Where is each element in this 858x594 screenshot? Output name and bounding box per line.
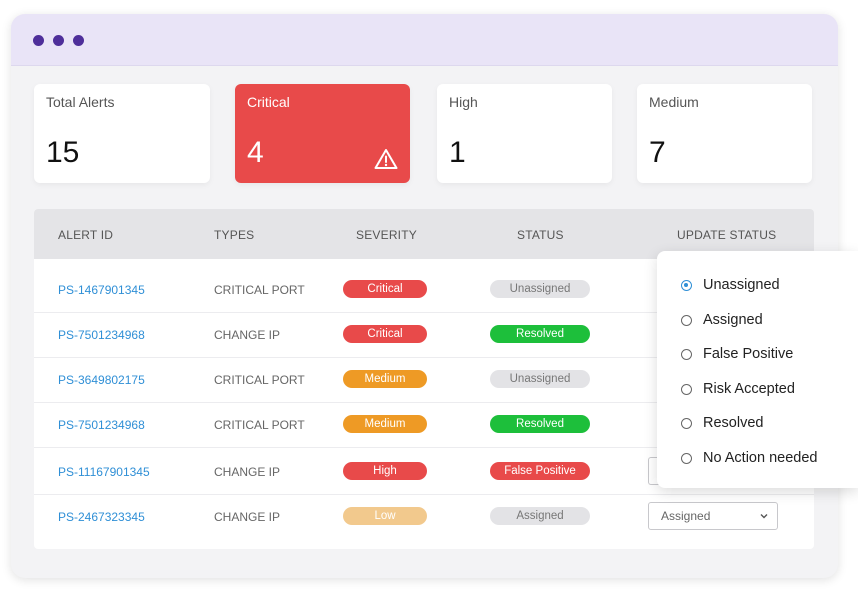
- table-row: PS-11167901345 CHANGE IP High False Posi…: [34, 450, 814, 495]
- window-dot-icon: [33, 35, 44, 46]
- table-row: PS-1467901345 CRITICAL PORT Critical Una…: [34, 268, 814, 313]
- alert-id-link[interactable]: PS-3649802175: [58, 373, 145, 387]
- radio-selected-icon: [681, 280, 692, 291]
- option-label: Resolved: [703, 415, 764, 431]
- column-header-update-status[interactable]: UPDATE STATUS: [677, 228, 777, 242]
- alert-type: CRITICAL PORT: [214, 373, 305, 387]
- status-badge: Unassigned: [490, 280, 590, 298]
- table-row: PS-7501234968 CHANGE IP Critical Resolve…: [34, 313, 814, 358]
- window-dot-icon: [53, 35, 64, 46]
- summary-value: 7: [649, 136, 666, 169]
- option-label: Assigned: [703, 312, 763, 328]
- warning-icon: [374, 149, 398, 169]
- summary-value: 4: [247, 136, 264, 169]
- alert-id-link[interactable]: PS-2467323345: [58, 510, 145, 524]
- severity-badge: Low: [343, 507, 427, 525]
- status-badge: Assigned: [490, 507, 590, 525]
- column-header-severity[interactable]: SEVERITY: [356, 228, 417, 242]
- alert-type: CRITICAL PORT: [214, 283, 305, 297]
- alert-id-link[interactable]: PS-11167901345: [58, 465, 150, 479]
- radio-icon: [681, 349, 692, 360]
- chevron-down-icon: [760, 514, 768, 519]
- summary-value: 15: [46, 136, 80, 169]
- update-status-dropdown: Unassigned Assigned False Positive Risk …: [657, 251, 858, 488]
- column-header-types[interactable]: TYPES: [214, 228, 255, 242]
- radio-icon: [681, 315, 692, 326]
- alert-id-link[interactable]: PS-7501234968: [58, 418, 145, 432]
- summary-card-high[interactable]: High 1: [437, 84, 612, 183]
- title-bar: [11, 14, 838, 66]
- alert-type: CHANGE IP: [214, 510, 281, 524]
- option-label: Unassigned: [703, 277, 780, 293]
- column-header-status[interactable]: STATUS: [517, 228, 564, 242]
- alert-type: CHANGE IP: [214, 465, 281, 479]
- radio-icon: [681, 418, 692, 429]
- table-row: PS-7501234968 CRITICAL PORT Medium Resol…: [34, 403, 814, 448]
- radio-icon: [681, 453, 692, 464]
- select-value: Assigned: [661, 509, 711, 523]
- summary-value: 1: [449, 136, 466, 169]
- status-badge: Resolved: [490, 325, 590, 343]
- summary-label: Medium: [649, 94, 699, 110]
- summary-label: High: [449, 94, 478, 110]
- table-row: PS-2467323345 CHANGE IP Low Assigned Ass…: [34, 495, 814, 540]
- alert-id-link[interactable]: PS-1467901345: [58, 283, 145, 297]
- status-badge: Resolved: [490, 415, 590, 433]
- summary-label: Total Alerts: [46, 94, 115, 110]
- severity-badge: High: [343, 462, 427, 480]
- option-label: No Action needed: [703, 450, 818, 466]
- severity-badge: Medium: [343, 370, 427, 388]
- column-header-alert-id[interactable]: ALERT ID: [58, 228, 114, 242]
- alert-id-link[interactable]: PS-7501234968: [58, 328, 145, 342]
- severity-badge: Critical: [343, 325, 427, 343]
- alert-type: CRITICAL PORT: [214, 418, 305, 432]
- window-dot-icon: [73, 35, 84, 46]
- status-badge: Unassigned: [490, 370, 590, 388]
- summary-card-total[interactable]: Total Alerts 15: [34, 84, 210, 183]
- table-row: PS-3649802175 CRITICAL PORT Medium Unass…: [34, 358, 814, 403]
- table-header: ALERT ID TYPES SEVERITY STATUS UPDATE ST…: [34, 209, 814, 259]
- alert-type: CHANGE IP: [214, 328, 281, 342]
- summary-label: Critical: [247, 94, 290, 110]
- severity-badge: Critical: [343, 280, 427, 298]
- summary-card-critical[interactable]: Critical 4: [235, 84, 410, 183]
- option-label: False Positive: [703, 346, 794, 362]
- severity-badge: Medium: [343, 415, 427, 433]
- option-label: Risk Accepted: [703, 381, 795, 397]
- status-badge: False Positive: [490, 462, 590, 480]
- radio-icon: [681, 384, 692, 395]
- summary-card-medium[interactable]: Medium 7: [637, 84, 812, 183]
- update-status-select[interactable]: Assigned: [648, 502, 778, 530]
